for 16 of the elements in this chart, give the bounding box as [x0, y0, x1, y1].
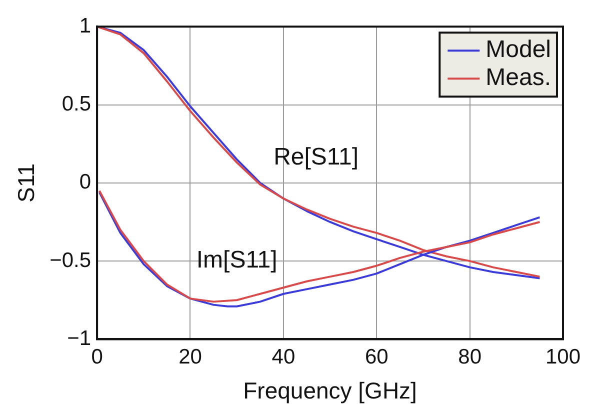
x-tick-label: 60 — [364, 346, 388, 369]
y-tick-label: 0.5 — [62, 92, 92, 116]
y-tick-label: 1 — [79, 14, 92, 38]
y-axis-title: S11 — [13, 163, 40, 203]
legend-label: Meas. — [486, 64, 551, 92]
x-tick-label: 80 — [458, 346, 482, 369]
y-tick-label: 0 — [79, 170, 92, 194]
x-tick-label: 40 — [272, 346, 296, 369]
x-tick-label: 20 — [178, 346, 202, 369]
legend-label: Model — [486, 36, 552, 64]
y-tick-label: −0.5 — [50, 248, 92, 272]
x-tick-label: 100 — [545, 346, 581, 369]
x-axis-title: Frequency [GHz] — [243, 378, 417, 404]
annotation: Re[S11] — [274, 144, 359, 171]
y-tick-label: −1 — [67, 326, 92, 350]
annotation: Im[S11] — [196, 246, 278, 274]
